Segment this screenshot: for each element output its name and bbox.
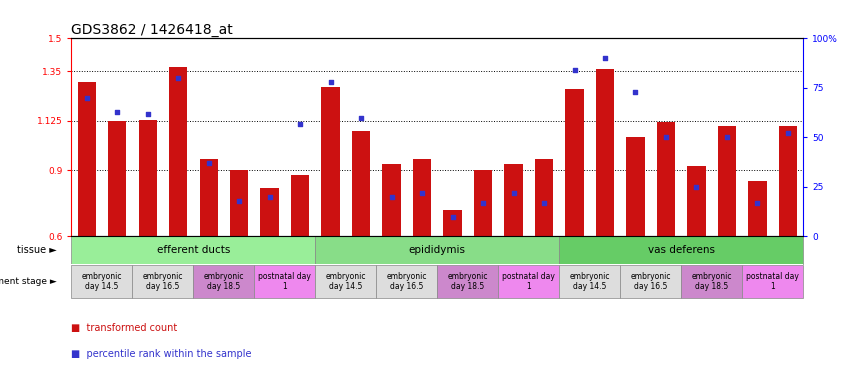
Point <box>476 200 489 206</box>
Point <box>415 190 429 196</box>
Point <box>232 198 246 204</box>
Point <box>507 190 521 196</box>
Text: embryonic
day 18.5: embryonic day 18.5 <box>204 272 244 291</box>
Point <box>324 79 337 85</box>
Text: GDS3862 / 1426418_at: GDS3862 / 1426418_at <box>71 23 233 37</box>
Bar <box>742 265 803 298</box>
Text: embryonic
day 16.5: embryonic day 16.5 <box>387 272 427 291</box>
Point <box>629 89 643 95</box>
Bar <box>559 237 803 263</box>
Point <box>659 134 673 141</box>
Point <box>110 109 124 115</box>
Bar <box>779 126 797 237</box>
Text: postnatal day
1: postnatal day 1 <box>258 272 311 291</box>
Text: tissue ►: tissue ► <box>17 245 57 255</box>
Bar <box>261 188 278 237</box>
Bar <box>71 237 315 263</box>
Bar <box>748 182 767 237</box>
Text: embryonic
day 14.5: embryonic day 14.5 <box>569 272 610 291</box>
Bar <box>565 89 584 237</box>
Text: embryonic
day 18.5: embryonic day 18.5 <box>691 272 732 291</box>
Bar <box>291 175 309 237</box>
Bar <box>139 120 156 237</box>
Bar <box>315 265 376 298</box>
Text: postnatal day
1: postnatal day 1 <box>746 272 799 291</box>
Bar <box>413 159 431 237</box>
Bar <box>199 159 218 237</box>
Bar <box>352 131 370 237</box>
Bar <box>595 69 614 237</box>
Bar <box>627 137 644 237</box>
Bar <box>498 265 559 298</box>
Point <box>690 184 703 190</box>
Bar <box>687 166 706 237</box>
Bar <box>315 237 559 263</box>
Point <box>568 67 581 73</box>
Point <box>202 160 215 166</box>
Point <box>263 194 277 200</box>
Bar <box>77 83 96 237</box>
Bar <box>717 126 736 237</box>
Bar <box>559 265 620 298</box>
Text: development stage ►: development stage ► <box>0 277 57 286</box>
Bar <box>193 265 254 298</box>
Bar <box>108 121 126 237</box>
Bar <box>535 159 553 237</box>
Bar <box>657 122 675 237</box>
Point <box>354 114 368 121</box>
Text: efferent ducts: efferent ducts <box>156 245 230 255</box>
Point <box>781 131 795 137</box>
Bar <box>437 265 498 298</box>
Bar <box>620 265 681 298</box>
Bar <box>133 265 193 298</box>
Text: embryonic
day 16.5: embryonic day 16.5 <box>143 272 183 291</box>
Point <box>446 214 459 220</box>
Bar <box>474 170 492 237</box>
Point <box>80 95 93 101</box>
Point <box>720 134 733 141</box>
Bar <box>321 87 340 237</box>
Text: ■  percentile rank within the sample: ■ percentile rank within the sample <box>71 349 252 359</box>
Point <box>141 111 155 117</box>
Point <box>172 75 185 81</box>
Bar <box>230 170 248 237</box>
Point <box>751 200 764 206</box>
Bar <box>169 67 188 237</box>
Text: embryonic
day 18.5: embryonic day 18.5 <box>447 272 488 291</box>
Text: postnatal day
1: postnatal day 1 <box>502 272 555 291</box>
Text: epididymis: epididymis <box>409 245 466 255</box>
Text: embryonic
day 16.5: embryonic day 16.5 <box>631 272 671 291</box>
Point <box>385 194 399 200</box>
Text: embryonic
day 14.5: embryonic day 14.5 <box>82 272 122 291</box>
Bar <box>505 164 522 237</box>
Point <box>598 55 611 61</box>
Bar <box>71 265 133 298</box>
Text: vas deferens: vas deferens <box>648 245 715 255</box>
Bar <box>376 265 437 298</box>
Bar <box>383 164 400 237</box>
Point <box>537 200 551 206</box>
Text: embryonic
day 14.5: embryonic day 14.5 <box>325 272 366 291</box>
Point <box>294 121 307 127</box>
Text: ■  transformed count: ■ transformed count <box>71 323 177 333</box>
Bar <box>254 265 315 298</box>
Bar <box>443 210 462 237</box>
Bar <box>681 265 742 298</box>
